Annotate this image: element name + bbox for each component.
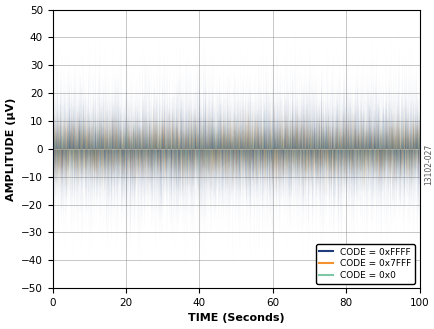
Text: 13102-027: 13102-027 (423, 144, 432, 185)
Legend: CODE = 0xFFFF, CODE = 0x7FFF, CODE = 0x0: CODE = 0xFFFF, CODE = 0x7FFF, CODE = 0x0 (315, 244, 414, 284)
Y-axis label: AMPLITUDE (μV): AMPLITUDE (μV) (6, 97, 16, 201)
X-axis label: TIME (Seconds): TIME (Seconds) (187, 314, 284, 323)
